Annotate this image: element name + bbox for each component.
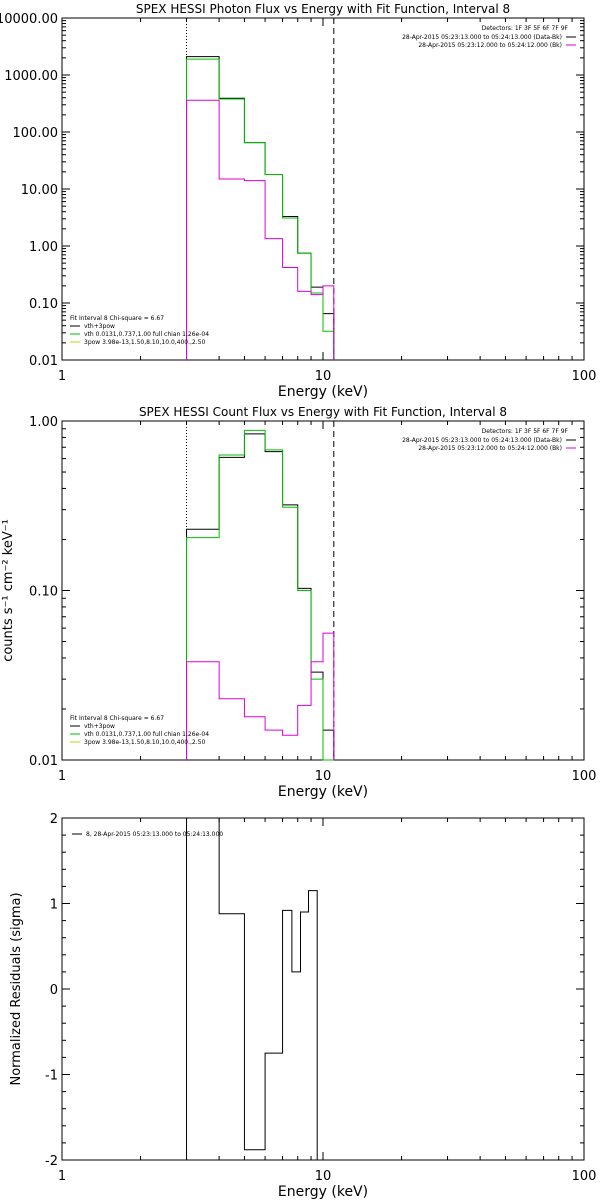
legend-entry-label: 28-Apr-2015 05:23:13.000 to 05:24:13.000… bbox=[402, 34, 562, 41]
x-tick-label: 10 bbox=[315, 1169, 332, 1184]
y-tick-label: 100.00 bbox=[13, 126, 59, 141]
legend-entry-label: vth+3pow bbox=[84, 323, 115, 330]
y-tick-label: 1000.00 bbox=[4, 69, 58, 84]
legend-detectors-title: Detectors: 1F 3F 5F 6F 7F 9F bbox=[482, 428, 569, 435]
legend-entry-label: vth 0.0131,0.737,1.00 full chian 1.26e-0… bbox=[84, 731, 209, 738]
x-tick-label: 10 bbox=[315, 769, 332, 784]
y-tick-label: 0.01 bbox=[29, 354, 58, 369]
legend-entry-label: 28-Apr-2015 05:23:12.000 to 05:24:12.000… bbox=[418, 445, 562, 452]
y-tick-label: 2 bbox=[50, 812, 58, 827]
y-tick-label: -2 bbox=[45, 1154, 58, 1169]
panel-2: SPEX HESSI Count Flux vs Energy with Fit… bbox=[1, 405, 596, 800]
panel-1: SPEX HESSI Photon Flux vs Energy with Fi… bbox=[0, 2, 596, 400]
legend-entry-label: vth+3pow bbox=[84, 723, 115, 730]
series-4-step-line bbox=[186, 632, 335, 760]
y-axis-label: Normalized Residuals (sigma) bbox=[9, 892, 24, 1085]
y-tick-label: 0.10 bbox=[29, 297, 58, 312]
legend-fit-title: Fit Interval 8 Chi-square = 6.67 bbox=[70, 715, 164, 722]
y-tick-label: 10000.00 bbox=[0, 12, 58, 27]
x-tick-label: 100 bbox=[572, 769, 597, 784]
x-tick-label: 1 bbox=[58, 769, 66, 784]
legend-entry-label: 3pow 3.98e-13,1.50,8.10,10.0,400.,2.50 bbox=[84, 739, 205, 746]
series-1-step-line bbox=[186, 433, 335, 760]
legend-entry-label: 28-Apr-2015 05:23:12.000 to 05:24:12.000… bbox=[418, 42, 562, 49]
y-tick-label: 0 bbox=[50, 983, 58, 998]
chart-title: SPEX HESSI Photon Flux vs Energy with Fi… bbox=[136, 2, 510, 16]
series-4-step-line bbox=[186, 99, 335, 360]
y-tick-label: 1 bbox=[50, 898, 58, 913]
legend-fit-title: Fit Interval 8 Chi-square = 6.67 bbox=[70, 315, 164, 322]
x-tick-label: 1 bbox=[58, 1169, 66, 1184]
series-2-step-line bbox=[186, 58, 335, 360]
x-tick-label: 100 bbox=[572, 369, 597, 384]
y-tick-label: 10.00 bbox=[21, 183, 58, 198]
series-1-step-line bbox=[186, 56, 335, 360]
y-tick-label: 0.01 bbox=[29, 754, 58, 769]
series-1-step-line bbox=[186, 817, 318, 1160]
chart-title: SPEX HESSI Count Flux vs Energy with Fit… bbox=[139, 405, 507, 419]
x-axis-label: Energy (keV) bbox=[278, 1184, 368, 1200]
x-tick-label: 1 bbox=[58, 369, 66, 384]
legend-entry-label: 3pow 3.98e-13,1.50,8.10,10.0,400.,2.50 bbox=[84, 339, 205, 346]
legend-entry-label: vth 0.0131,0.737,1.00 full chian 1.26e-0… bbox=[84, 331, 209, 338]
y-tick-label: 1.00 bbox=[29, 415, 58, 430]
legend-detectors-title: Detectors: 1F 3F 5F 6F 7F 9F bbox=[482, 25, 569, 32]
series-2-step-line bbox=[186, 429, 334, 761]
y-tick-label: 0.10 bbox=[29, 585, 58, 600]
legend-entry-label: 8, 28-Apr-2015 05:23:13.000 to 05:24:13.… bbox=[86, 831, 223, 838]
x-tick-label: 10 bbox=[315, 369, 332, 384]
y-tick-label: 1.00 bbox=[29, 240, 58, 255]
panel-3: 1 10 100 Energy (keV) -2 -1 0 1 2 Normalized Resi… bbox=[9, 812, 596, 1200]
x-tick-label: 100 bbox=[572, 1169, 597, 1184]
x-axis-label: Energy (keV) bbox=[278, 784, 368, 800]
legend-entry-label: 28-Apr-2015 05:23:13.000 to 05:24:13.000… bbox=[402, 437, 562, 444]
y-tick-label: -1 bbox=[45, 1069, 58, 1084]
y-axis-label: counts s⁻¹ cm⁻² keV⁻¹ bbox=[1, 519, 16, 662]
plot-frame bbox=[61, 817, 585, 1161]
x-axis-label: Energy (keV) bbox=[278, 384, 368, 400]
